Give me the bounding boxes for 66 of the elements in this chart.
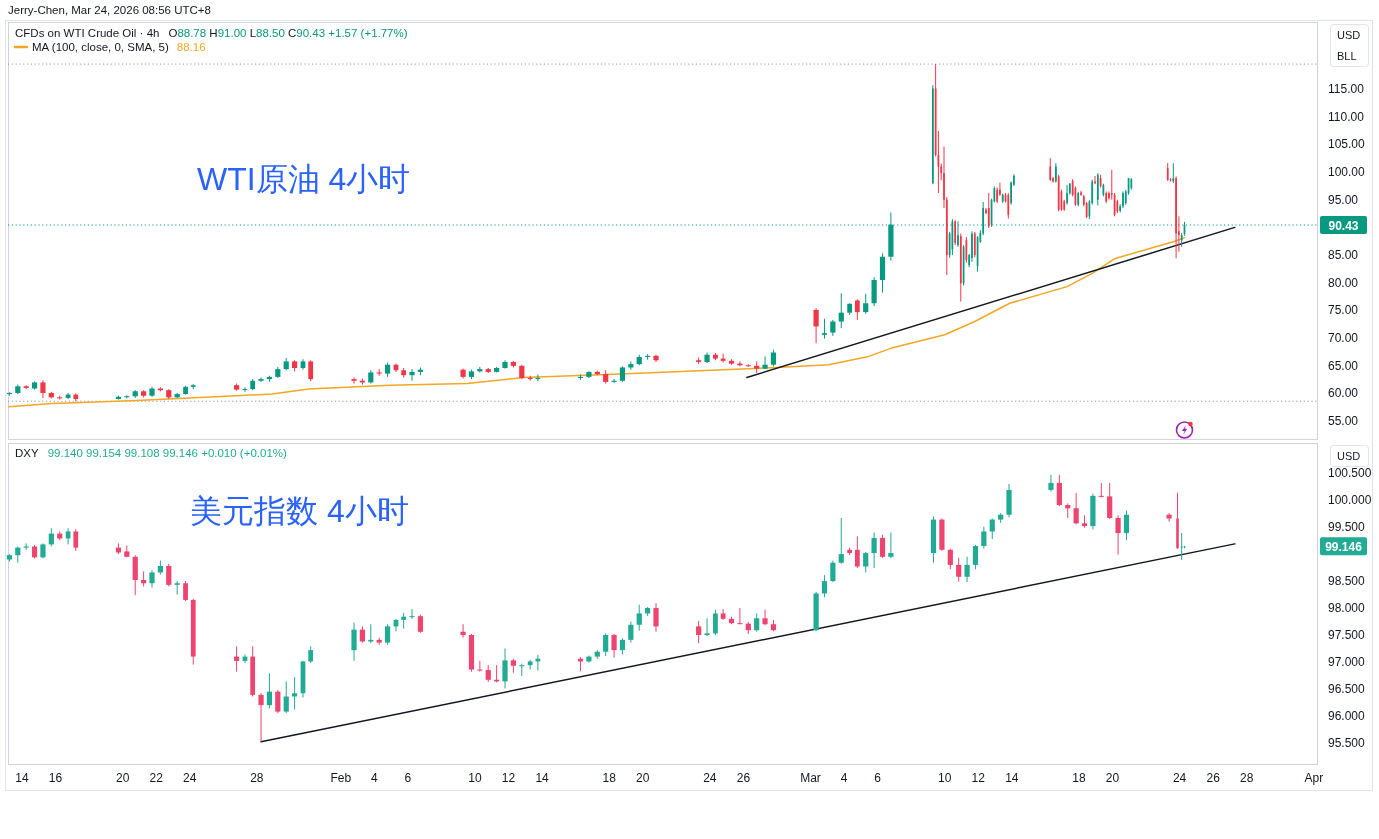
chart-subtitle: DXY	[15, 447, 39, 459]
x-tick-label: 24	[703, 771, 717, 785]
x-tick-label: Apr	[1304, 771, 1324, 785]
x-tick-label: 16	[48, 771, 63, 785]
legend-item: MA (100, close, 0, SMA, 5) 88.16	[13, 41, 206, 53]
y-tick-label: 98.000	[1328, 601, 1366, 616]
x-tick-label: Feb	[330, 771, 352, 785]
x-tick-label: 22	[149, 771, 164, 785]
x-tick-label: 10	[468, 771, 482, 785]
x-tick-label: 20	[1105, 771, 1120, 785]
annotation: 99.140 99.154 99.108 99.146 +0.010 (+0.01%)	[47, 447, 288, 459]
x-tick-label: 6	[404, 771, 412, 785]
text: O88.78 H91.00 L88.50 C90.43 +1.57 (+1.77%)	[168, 27, 408, 39]
ref-line-label: 90.43	[1328, 218, 1359, 233]
text: WTI原油 4小时	[197, 161, 411, 197]
text: 99.146	[1325, 539, 1363, 554]
y-tick-label: 95.500	[1328, 735, 1366, 750]
x-tick-label: 28	[1240, 771, 1254, 785]
y-tick-label: 70.00	[1328, 331, 1359, 346]
y-tick-label: 96.500	[1328, 681, 1366, 696]
y-tick-label: 97.500	[1328, 628, 1366, 643]
y-tick-label: 80.00	[1328, 275, 1359, 290]
x-tick-label: 26	[1206, 771, 1221, 785]
x-tick-label: 28	[250, 771, 264, 785]
annotation: 88.16	[176, 41, 206, 53]
y-tick-label: 85.00	[1328, 248, 1359, 263]
x-tick-label: 24	[183, 771, 197, 785]
x-tick-label: 4	[840, 771, 848, 785]
x-tick-label: 14	[535, 771, 550, 785]
y-tick-label: 115.00	[1328, 81, 1365, 96]
x-tick-label: 10	[938, 771, 952, 785]
text: Jerry-Chen, Mar 24, 2026 08:56 UTC+8	[8, 4, 211, 16]
x-tick-label: 18	[602, 771, 617, 785]
x-tick-label: 14	[1005, 771, 1019, 785]
line-series	[7, 236, 1186, 408]
x-tick-label: 4	[370, 771, 378, 785]
y-tick-label: 100.500	[1328, 466, 1372, 481]
x-tick-label: 18	[1072, 771, 1086, 785]
x-tick-label: 6	[874, 771, 882, 785]
x-tick-label: 26	[736, 771, 751, 785]
y-axis-title: USD	[1337, 29, 1361, 41]
text: 美元指数 4小时	[190, 493, 409, 529]
y-tick-label: 97.000	[1328, 654, 1366, 669]
x-tick-label: Mar	[800, 771, 821, 785]
x-tick-label: 12	[971, 771, 986, 785]
legend-label: MA (100, close, 0, SMA, 5)	[32, 41, 169, 53]
y-tick-label: 110.00	[1328, 109, 1365, 124]
y-tick-label: 95.00	[1328, 192, 1359, 207]
y-tick-label: 98.500	[1328, 574, 1366, 589]
y-axis-title: USD	[1337, 450, 1361, 462]
x-tick-label: 12	[501, 771, 516, 785]
y-tick-label: 55.00	[1328, 414, 1359, 429]
x-tick-label: 20	[636, 771, 650, 785]
x-tick-label: 24	[1172, 771, 1187, 785]
x-tick-label: 20	[115, 771, 130, 785]
text: BLL	[1337, 50, 1357, 62]
y-tick-label: 100.000	[1328, 493, 1372, 508]
y-tick-label: 105.00	[1328, 137, 1366, 152]
x-tick-label: 14	[15, 771, 29, 785]
y-tick-label: 100.00	[1328, 165, 1366, 180]
y-tick-label: 65.00	[1328, 358, 1359, 373]
y-tick-label: 75.00	[1328, 303, 1359, 318]
y-tick-label: 60.00	[1328, 386, 1359, 401]
y-tick-label: 96.000	[1328, 708, 1366, 723]
chart-subtitle: CFDs on WTI Crude Oil · 4h	[15, 27, 160, 39]
y-tick-label: 99.500	[1328, 520, 1366, 535]
